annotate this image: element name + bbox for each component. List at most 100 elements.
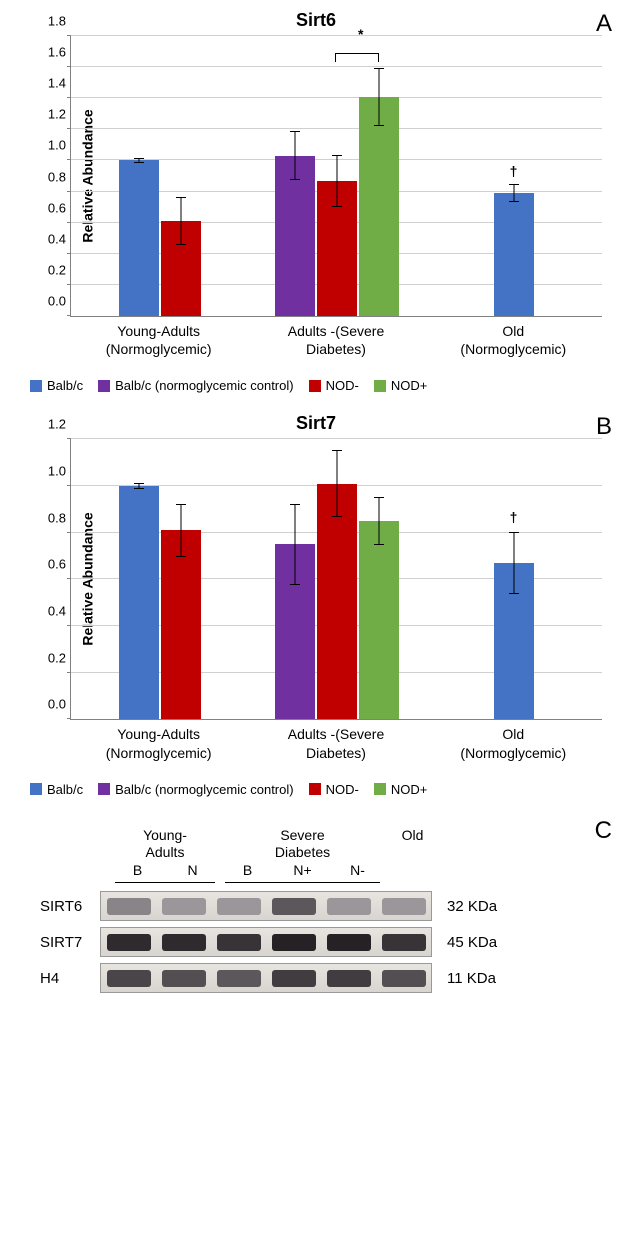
significance-marker: † — [510, 509, 518, 525]
xlabel: Adults -(SevereDiabetes) — [247, 317, 424, 358]
blot-lane-label: N+ — [275, 862, 330, 878]
legend-swatch — [30, 380, 42, 392]
blot-row-label: SIRT7 — [40, 934, 100, 951]
blot-strip — [100, 891, 432, 921]
legend-item: NOD+ — [374, 782, 427, 797]
bar: * — [359, 97, 399, 316]
panel-a-label: A — [596, 10, 612, 38]
legend-swatch — [309, 380, 321, 392]
panel-a-xlabels: Young-Adults(Normoglycemic)Adults -(Seve… — [70, 317, 602, 358]
legend-item: Balb/c — [30, 378, 83, 393]
ytick: 0.2 — [36, 650, 66, 665]
legend-item: Balb/c (normoglycemic control) — [98, 378, 293, 393]
panel-c: C Young-AdultsSevereDiabetesOld BNBN+N- … — [10, 817, 622, 1010]
blot-lane-label: N — [165, 862, 220, 878]
legend-label: NOD- — [326, 782, 359, 797]
blot-band — [107, 934, 151, 951]
blot-band — [217, 934, 261, 951]
significance-bracket — [335, 53, 379, 62]
ytick: 1.2 — [36, 107, 66, 122]
xlabel: Young-Adults(Normoglycemic) — [70, 720, 247, 761]
panel-c-label: C — [595, 817, 612, 845]
legend-label: Balb/c — [47, 378, 83, 393]
blot-lane-label: B — [220, 862, 275, 878]
blot-band — [217, 898, 261, 915]
ytick: 1.0 — [36, 138, 66, 153]
xlabel: Old(Normoglycemic) — [425, 317, 602, 358]
legend-label: Balb/c — [47, 782, 83, 797]
bar — [119, 486, 159, 719]
blot-band — [272, 934, 316, 951]
ytick: 0.8 — [36, 510, 66, 525]
bar — [275, 156, 315, 316]
ytick: 1.4 — [36, 76, 66, 91]
legend-label: NOD- — [326, 378, 359, 393]
legend-swatch — [374, 783, 386, 795]
blot-lane-label — [385, 862, 440, 878]
blot-group-headers: Young-AdultsSevereDiabetesOld — [110, 827, 592, 861]
blot-strip — [100, 963, 432, 993]
ytick: 0.6 — [36, 557, 66, 572]
xlabel: Adults -(SevereDiabetes) — [247, 720, 424, 761]
legend-label: NOD+ — [391, 782, 427, 797]
legend-a: Balb/c Balb/c (normoglycemic control) NOD-… — [30, 378, 622, 393]
blot-row-label: H4 — [40, 970, 100, 987]
ytick: 1.6 — [36, 45, 66, 60]
panel-b-label: B — [596, 413, 612, 441]
legend-swatch — [98, 380, 110, 392]
blot-band — [162, 898, 206, 915]
blot-group-header: Old — [385, 827, 440, 861]
legend-b: Balb/c Balb/c (normoglycemic control) NOD-… — [30, 782, 622, 797]
ytick: 0.4 — [36, 604, 66, 619]
blot-band — [382, 898, 426, 915]
bar — [317, 484, 357, 720]
blot-kda: 32 KDa — [447, 898, 497, 915]
ytick: 0.8 — [36, 169, 66, 184]
legend-label: NOD+ — [391, 378, 427, 393]
blot-group-header: SevereDiabetes — [220, 827, 385, 861]
blot-band — [107, 970, 151, 987]
blot-row: H4 11 KDa — [40, 963, 592, 993]
blot-band — [162, 934, 206, 951]
panel-a-title: Sirt6 — [10, 10, 622, 31]
legend-swatch — [309, 783, 321, 795]
blot-band — [217, 970, 261, 987]
ytick: 1.0 — [36, 464, 66, 479]
panel-b-chart: Relative Abundance 0.00.20.40.60.81.01.2… — [70, 439, 602, 720]
ytick: 0.0 — [36, 697, 66, 712]
legend-swatch — [98, 783, 110, 795]
panel-b-xlabels: Young-Adults(Normoglycemic)Adults -(Seve… — [70, 720, 602, 761]
blot-strip — [100, 927, 432, 957]
legend-swatch — [30, 783, 42, 795]
legend-label: Balb/c (normoglycemic control) — [115, 378, 293, 393]
bar — [359, 521, 399, 719]
xlabel: Young-Adults(Normoglycemic) — [70, 317, 247, 358]
blot-rows: SIRT632 KDaSIRT745 KDaH411 KDa — [40, 891, 592, 993]
blot-lane-labels: BNBN+N- — [110, 862, 592, 878]
ytick: 0.2 — [36, 262, 66, 277]
bar — [161, 530, 201, 719]
legend-item: Balb/c — [30, 782, 83, 797]
legend-swatch — [374, 380, 386, 392]
ytick: 1.8 — [36, 14, 66, 29]
bar — [275, 544, 315, 719]
bar — [161, 221, 201, 316]
legend-item: NOD+ — [374, 378, 427, 393]
blot-band — [162, 970, 206, 987]
blot-band — [382, 970, 426, 987]
blot-row: SIRT632 KDa — [40, 891, 592, 921]
legend-label: Balb/c (normoglycemic control) — [115, 782, 293, 797]
legend-item: Balb/c (normoglycemic control) — [98, 782, 293, 797]
blot-band — [382, 934, 426, 951]
blot-band — [272, 898, 316, 915]
blot-lane-label: B — [110, 862, 165, 878]
ytick: 0.4 — [36, 231, 66, 246]
blot-kda: 11 KDa — [447, 970, 496, 987]
panel-b-title: Sirt7 — [10, 413, 622, 434]
xlabel: Old(Normoglycemic) — [425, 720, 602, 761]
ytick: 0.6 — [36, 200, 66, 215]
blot-band — [107, 898, 151, 915]
ytick: 1.2 — [36, 417, 66, 432]
bar — [317, 181, 357, 316]
bar — [119, 160, 159, 316]
